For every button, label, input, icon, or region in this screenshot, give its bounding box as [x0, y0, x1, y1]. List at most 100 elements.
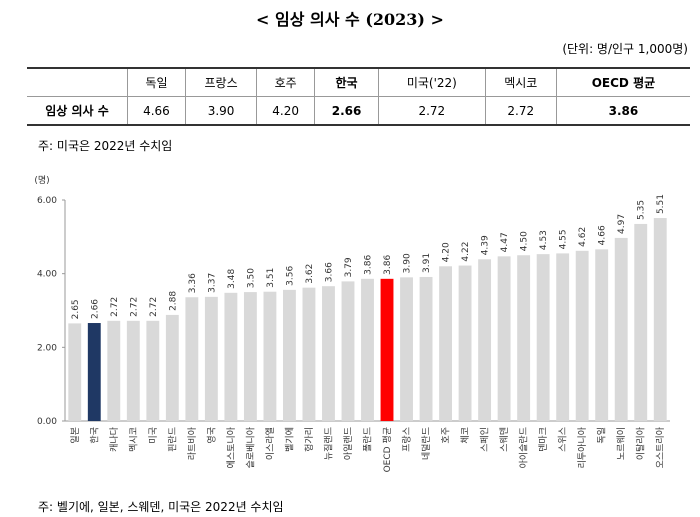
header-cell: 한국: [314, 67, 380, 97]
value-label: 5.35: [637, 200, 647, 220]
bar: [322, 286, 335, 421]
title: < 임상 의사 수 (2023) >: [256, 10, 444, 29]
bar: [575, 250, 589, 421]
value-label: 3.86: [383, 255, 393, 275]
x-tick-label: 멕시코: [128, 427, 139, 452]
value-label: 3.51: [266, 268, 276, 288]
header-cell: OECD 평균: [555, 67, 690, 97]
x-tick-label: 미국: [148, 427, 159, 444]
bar: [614, 237, 628, 421]
cell: 3.86: [555, 96, 690, 126]
bar: [68, 323, 82, 421]
bar: [107, 320, 121, 421]
footnote: 주: 벨기에, 일본, 스웨덴, 미국은 2022년 수치임: [38, 500, 284, 514]
chart: (명) 0.00 2.00 4.00 6.00 일본 2.65 한국 2.66 캐나다 2.72 멕…: [34, 175, 670, 472]
x-tick-label: 프랑스: [401, 427, 413, 452]
bar: [419, 276, 433, 421]
y-tick-label: 4.00: [37, 270, 57, 280]
table: 독일 프랑스 호주 한국 미국('22) 멕시코 OECD 평균 임상 의사 수…: [27, 67, 690, 126]
value-label: 3.50: [246, 268, 256, 288]
x-tick-label: OECD 평균: [382, 427, 393, 472]
value-label: 2.65: [71, 299, 81, 319]
x-tick-label: 폴란드: [362, 427, 374, 452]
value-label: 3.86: [364, 255, 374, 275]
value-label: 3.91: [422, 253, 432, 273]
header-cell: 호주: [256, 67, 316, 97]
value-label: 2.72: [129, 297, 139, 317]
x-tick-label: 핀란드: [166, 427, 178, 452]
x-tick-label: 체코: [460, 427, 471, 444]
value-label: 4.20: [442, 242, 452, 262]
cell: 2.66: [314, 96, 380, 126]
bar: [400, 277, 413, 421]
x-tick-label: 영국: [206, 427, 217, 444]
x-tick-label: 이탈리아: [636, 426, 647, 460]
value-label: 4.66: [598, 225, 608, 245]
x-tick-label: 독일: [597, 427, 608, 444]
bar: [439, 266, 453, 421]
bar: [87, 323, 101, 421]
x-tick-label: 스위스: [558, 427, 569, 452]
bar: [341, 281, 355, 421]
cell: 4.20: [256, 96, 316, 126]
bar: [458, 265, 472, 421]
bar: [146, 320, 160, 421]
x-tick-label: 스웨덴: [498, 427, 510, 452]
bar: [204, 296, 218, 421]
value-label: 3.37: [207, 273, 217, 293]
header-cell: 프랑스: [184, 67, 258, 97]
value-label: 2.72: [110, 297, 120, 317]
x-tick-label: 라트비아: [187, 426, 198, 460]
value-label: 2.88: [168, 291, 178, 311]
cell: 2.72: [484, 96, 557, 126]
bar: [380, 278, 394, 421]
y-label: (명): [34, 175, 49, 186]
value-label: 2.72: [149, 297, 159, 317]
cell: 2.72: [378, 96, 486, 126]
value-label: 3.90: [403, 253, 413, 273]
bar: [224, 292, 238, 421]
x-tick-label: 아이슬란드: [518, 427, 530, 468]
value-label: 4.39: [481, 235, 491, 255]
x-tick-label: 오스트리아: [655, 426, 666, 468]
value-label: 3.48: [227, 269, 237, 289]
bar: [595, 249, 609, 421]
value-label: 4.22: [461, 242, 471, 262]
x-tick-label: 덴마크: [538, 427, 549, 452]
bar: [536, 254, 550, 421]
bar: [653, 218, 667, 421]
cell: 3.90: [184, 96, 258, 126]
value-label: 4.53: [539, 230, 549, 250]
value-label: 3.79: [344, 257, 354, 277]
bar: [263, 291, 277, 421]
bar: [243, 292, 257, 421]
header-cell: 멕시코: [484, 67, 557, 97]
bar: [634, 223, 648, 421]
bar: [302, 287, 316, 421]
x-tick-label: 한국: [89, 427, 100, 444]
x-tick-label: 일본: [70, 427, 81, 444]
y-tick-label: 6.00: [37, 196, 57, 206]
x-tick-label: 스페인: [480, 427, 491, 452]
value-label: 3.36: [188, 273, 198, 293]
x-tick-label: 벨기에: [284, 427, 295, 452]
cell: 4.66: [127, 96, 186, 126]
bar: [126, 320, 140, 421]
bar: [497, 256, 511, 421]
bar: [556, 253, 570, 421]
y-tick-label: 0.00: [37, 417, 57, 427]
x-tick-label: 리투아니아: [577, 426, 588, 468]
value-label: 5.51: [656, 194, 666, 214]
bar: [185, 297, 199, 421]
value-label: 4.47: [500, 232, 510, 252]
row-label: 임상 의사 수: [27, 96, 128, 126]
bar: [361, 278, 374, 421]
value-label: 3.62: [305, 264, 315, 284]
x-tick-label: 캐나다: [109, 426, 120, 452]
x-tick-label: 이스라엘: [265, 427, 276, 460]
unit: (단위: 명/인구 1,000명): [562, 42, 688, 56]
y-tick-label: 2.00: [37, 343, 57, 353]
x-tick-label: 호주: [441, 427, 452, 444]
x-tick-label: 노르웨이: [615, 427, 627, 460]
